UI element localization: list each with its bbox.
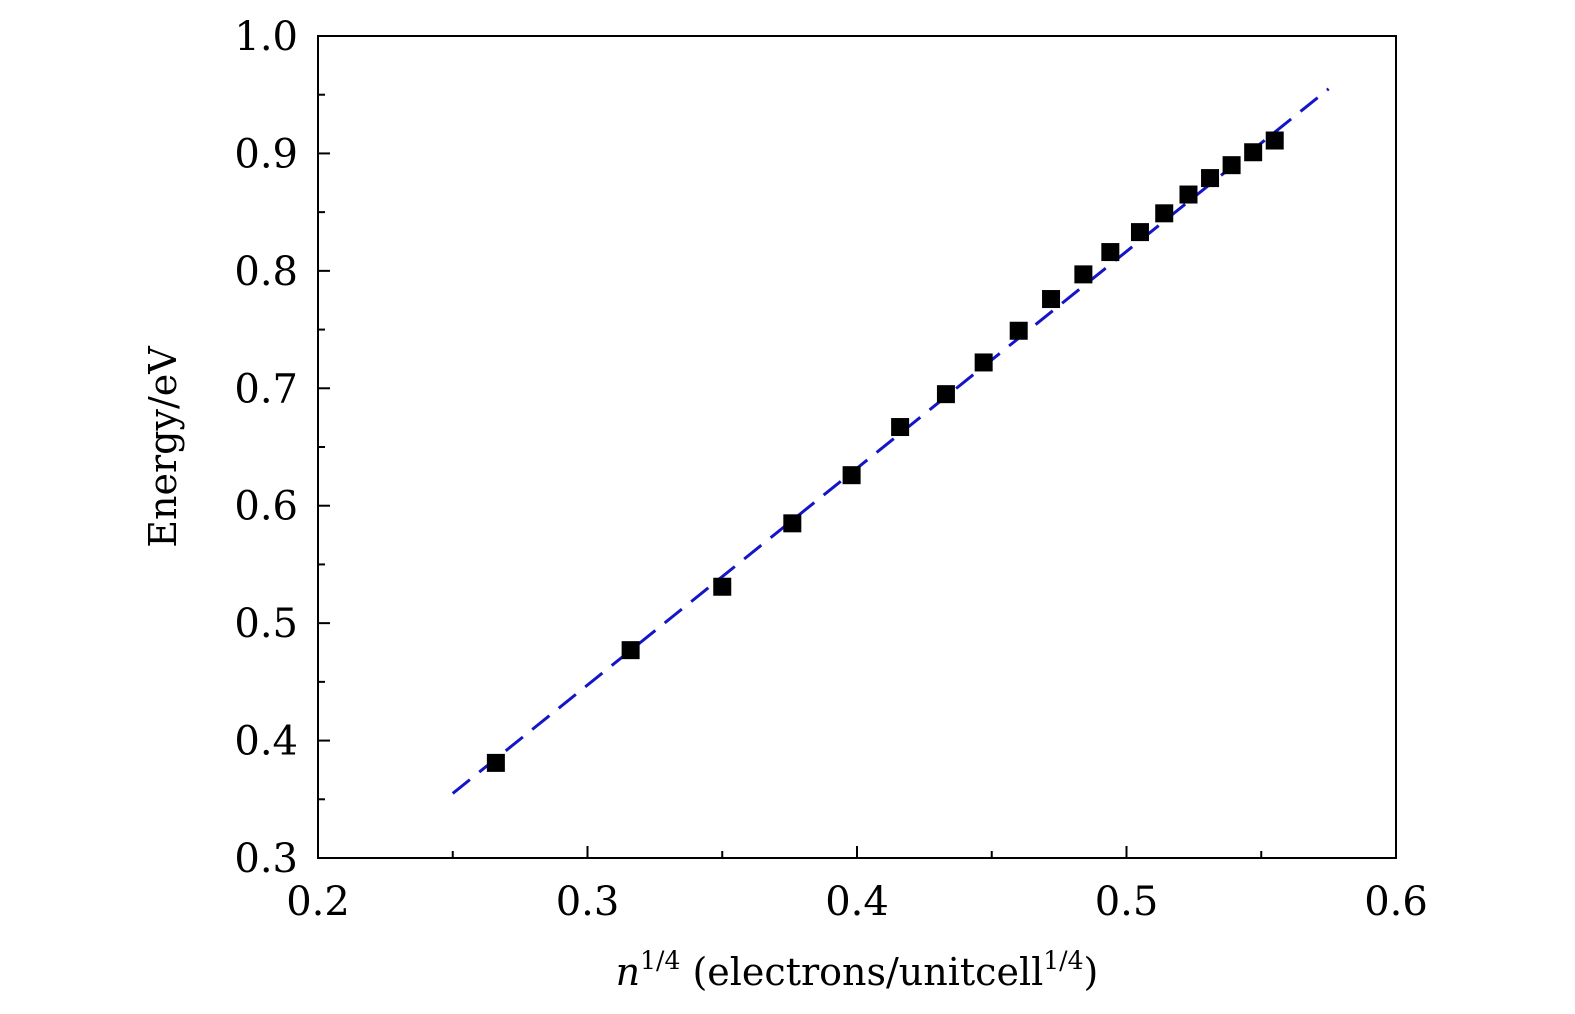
x-tick-label: 0.6 xyxy=(1364,879,1428,925)
y-axis-tick-labels: 0.3 0.4 0.5 0.6 0.7 0.8 0.9 1.0 xyxy=(234,14,298,882)
y-axis-ticks xyxy=(318,35,330,859)
y-tick-label: 0.3 xyxy=(234,836,298,882)
data-point xyxy=(936,385,955,404)
y-tick-label: 0.9 xyxy=(234,131,298,177)
y-axis-title: Energy/eV xyxy=(141,346,185,548)
data-point xyxy=(1042,290,1061,309)
x-tick-label: 0.5 xyxy=(1095,879,1159,925)
data-point xyxy=(783,514,802,533)
data-point xyxy=(974,353,993,372)
data-points xyxy=(486,131,1284,772)
x-tick-label: 0.4 xyxy=(825,879,889,925)
data-point xyxy=(486,753,505,772)
data-point xyxy=(713,577,732,596)
fit-line xyxy=(451,87,1330,795)
x-axis-ticks xyxy=(317,846,1397,858)
data-point xyxy=(1101,243,1120,262)
y-tick-label: 0.8 xyxy=(234,249,298,295)
x-axis-title: n1/4 (electrons/unitcell1/4) xyxy=(616,946,1099,994)
y-tick-label: 0.7 xyxy=(234,366,298,412)
data-point xyxy=(1074,265,1093,284)
x-tick-label: 0.3 xyxy=(556,879,620,925)
data-point xyxy=(1222,156,1241,175)
data-point xyxy=(891,418,910,437)
y-tick-label: 1.0 xyxy=(234,14,298,60)
data-point xyxy=(621,641,640,660)
data-point xyxy=(1265,131,1284,150)
data-point xyxy=(1130,223,1149,242)
data-point xyxy=(1155,204,1174,223)
data-point xyxy=(1179,185,1198,204)
y-tick-label: 0.5 xyxy=(234,601,298,647)
data-point xyxy=(1201,169,1220,188)
y-tick-label: 0.6 xyxy=(234,484,298,530)
y-tick-label: 0.4 xyxy=(234,719,298,765)
data-point xyxy=(842,466,861,485)
data-point xyxy=(1244,143,1263,162)
data-point xyxy=(1009,321,1028,340)
x-axis-tick-labels: 0.2 0.3 0.4 0.5 0.6 xyxy=(286,879,1428,925)
x-tick-label: 0.2 xyxy=(286,879,350,925)
